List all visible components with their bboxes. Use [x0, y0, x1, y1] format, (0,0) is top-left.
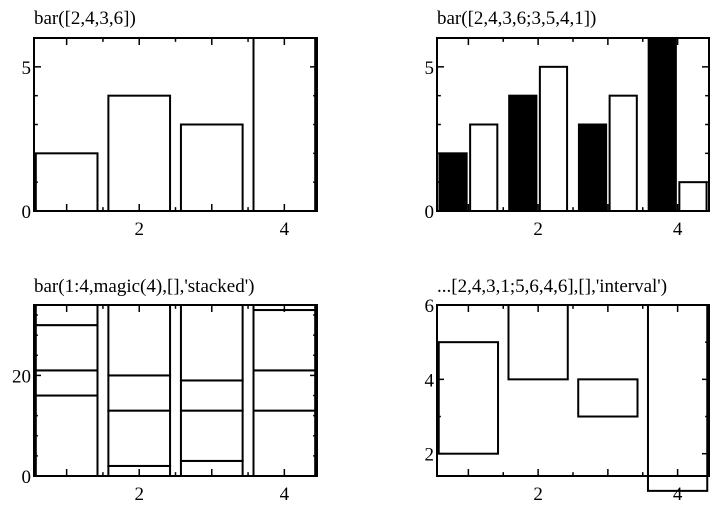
y-tick-label: 20 — [12, 366, 31, 387]
bar — [647, 37, 677, 212]
y-tick-label: 0 — [22, 202, 32, 223]
bar-segment — [34, 369, 99, 397]
x-tick-label: 2 — [533, 484, 543, 505]
chart-bar-basic: bar([2,4,3,6]) 2 4 0 5 — [22, 8, 318, 240]
bar — [577, 123, 608, 212]
bar — [179, 123, 244, 212]
chart-bar-stacked: bar(1:4,magic(4),[],'stacked') 2 4 0 20 — [12, 276, 318, 505]
x-tick-label: 4 — [280, 484, 290, 505]
bar — [608, 94, 638, 212]
x-tick-label: 2 — [134, 219, 144, 240]
chart-title: bar(1:4,magic(4),[],'stacked') — [34, 276, 255, 297]
bar-segment — [252, 409, 317, 477]
bar — [34, 152, 99, 212]
y-tick-label: 5 — [22, 58, 32, 79]
chart-title: ...[2,4,3,1;5,6,4,6],[],'interval') — [437, 276, 667, 297]
chart-title: bar([2,4,3,6;3,5,4,1]) — [437, 8, 596, 29]
x-tick-label: 4 — [280, 219, 290, 240]
bar-segment — [252, 369, 317, 412]
chart-bar-interval: ...[2,4,3,1;5,6,4,6],[],'interval') 2 4 2 4… — [425, 276, 710, 505]
bar — [678, 181, 708, 213]
bar-segment — [34, 324, 99, 372]
y-tick-label: 4 — [425, 370, 435, 391]
bar-segment — [107, 409, 172, 467]
bar-segment — [179, 304, 244, 382]
bar — [577, 378, 639, 418]
bar — [438, 152, 468, 212]
bar — [538, 65, 569, 213]
x-tick-label: 4 — [673, 484, 683, 505]
bar — [508, 94, 538, 212]
x-tick-label: 4 — [673, 219, 683, 240]
bar-segment — [252, 309, 317, 372]
bar-segment — [179, 379, 244, 412]
bar — [107, 94, 172, 212]
bar — [252, 37, 317, 212]
y-tick-label: 0 — [22, 467, 32, 488]
bar — [646, 304, 709, 492]
x-tick-label: 2 — [533, 219, 543, 240]
y-tick-label: 2 — [425, 445, 435, 466]
bar-segment — [107, 374, 172, 412]
bar-segment — [34, 394, 99, 478]
y-tick-label: 0 — [425, 202, 435, 223]
y-tick-label: 6 — [425, 296, 435, 317]
chart-title: bar([2,4,3,6]) — [34, 8, 136, 29]
x-tick-label: 2 — [134, 484, 144, 505]
bar-segment — [179, 409, 244, 462]
bar-segment — [107, 304, 172, 377]
bar — [469, 123, 499, 212]
chart-bar-grouped: bar([2,4,3,6;3,5,4,1]) 2 4 0 5 — [425, 8, 710, 240]
bar — [507, 304, 569, 381]
bar — [437, 341, 500, 455]
y-tick-label: 5 — [425, 58, 435, 79]
